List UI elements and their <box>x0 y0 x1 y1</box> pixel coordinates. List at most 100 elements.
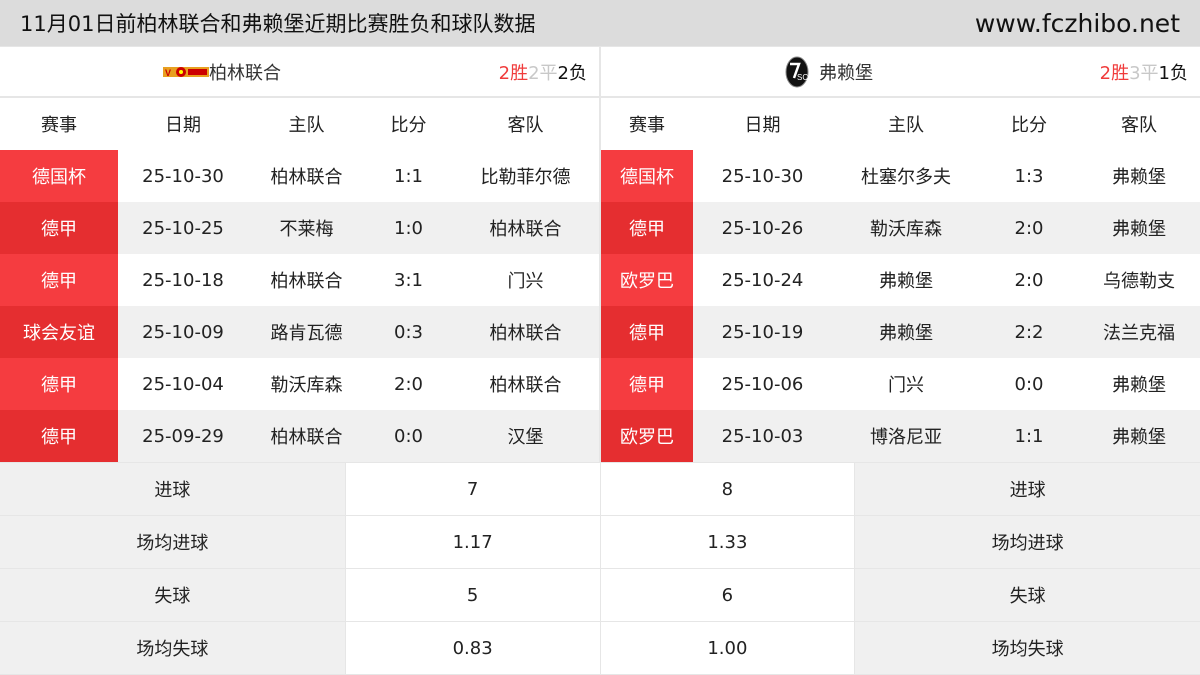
stat-row: 场均失球 0.83 1.00 场均失球 <box>0 622 1200 674</box>
column-header-row: 赛事 日期 主队 比分 客队 <box>0 98 599 150</box>
competition-cell: 球会友谊 <box>0 306 118 358</box>
competition-cell: 德甲 <box>601 306 693 358</box>
title-bar: 11月01日前柏林联合和弗赖堡近期比赛胜负和球队数据 www.fczhibo.n… <box>0 0 1200 46</box>
match-row[interactable]: 德甲 25-10-26 勒沃库森 2:0 弗赖堡 <box>601 202 1200 254</box>
away-team-cell[interactable]: 汉堡 <box>507 427 544 448</box>
match-row[interactable]: 德甲 25-10-18 柏林联合 3:1 门兴 <box>0 254 599 306</box>
score-cell: 2:0 <box>1014 269 1044 291</box>
home-team-cell[interactable]: 柏林联合 <box>270 427 343 448</box>
stat-label: 场均进球 <box>855 516 1200 568</box>
stat-right-value: 1.33 <box>600 516 855 568</box>
stat-label: 场均失球 <box>0 622 345 674</box>
competition-cell: 德甲 <box>0 202 118 254</box>
stat-label: 失球 <box>855 569 1200 621</box>
stat-label: 场均进球 <box>0 516 345 568</box>
home-team-cell[interactable]: 柏林联合 <box>270 167 343 188</box>
team-name[interactable]: 柏林联合 <box>209 62 281 84</box>
home-team-cell[interactable]: 弗赖堡 <box>879 323 933 344</box>
score-cell: 1:0 <box>394 217 423 239</box>
team-name[interactable]: 弗赖堡 <box>819 62 873 84</box>
competition-cell: 德国杯 <box>0 150 118 202</box>
score-cell: 3:1 <box>394 269 423 291</box>
site-url[interactable]: www.fczhibo.net <box>974 8 1180 38</box>
away-team-cell[interactable]: 比勒菲尔德 <box>480 167 571 188</box>
date-cell: 25-10-06 <box>721 373 804 395</box>
date-cell: 25-10-19 <box>721 321 804 343</box>
match-row[interactable]: 欧罗巴 25-10-03 博洛尼亚 1:1 弗赖堡 <box>601 410 1200 462</box>
score-cell: 2:0 <box>1014 217 1044 239</box>
home-team-cell[interactable]: 勒沃库森 <box>870 219 942 240</box>
score-cell: 0:3 <box>394 321 423 343</box>
stat-left-value: 7 <box>345 463 600 515</box>
column-header-home-team: 主队 <box>288 115 325 136</box>
away-team-cell[interactable]: 门兴 <box>507 271 544 292</box>
match-row[interactable]: 德国杯 25-10-30 杜塞尔多夫 1:3 弗赖堡 <box>601 150 1200 202</box>
column-header-competition: 赛事 <box>629 115 665 136</box>
stat-row: 失球 5 6 失球 <box>0 569 1200 621</box>
column-header-away-team: 客队 <box>507 115 544 136</box>
page-title: 11月01日前柏林联合和弗赖堡近期比赛胜负和球队数据 <box>20 12 536 36</box>
match-row[interactable]: 德甲 25-10-25 不莱梅 1:0 柏林联合 <box>0 202 599 254</box>
away-team-cell[interactable]: 柏林联合 <box>489 219 562 240</box>
column-header-date: 日期 <box>744 115 781 136</box>
column-header-away-team: 客队 <box>1121 115 1157 136</box>
column-header-row: 赛事 日期 主队 比分 客队 <box>601 98 1200 150</box>
match-row[interactable]: 球会友谊 25-10-09 路肯瓦德 0:3 柏林联合 <box>0 306 599 358</box>
match-row[interactable]: 德甲 25-10-04 勒沃库森 2:0 柏林联合 <box>0 358 599 410</box>
svg-text:SC: SC <box>797 73 808 82</box>
competition-cell: 德甲 <box>0 254 118 306</box>
home-team-cell[interactable]: 不莱梅 <box>279 219 334 240</box>
away-team-cell[interactable]: 弗赖堡 <box>1112 167 1166 188</box>
match-row[interactable]: 欧罗巴 25-10-24 弗赖堡 2:0 乌德勒支 <box>601 254 1200 306</box>
date-cell: 25-10-25 <box>142 217 224 239</box>
date-cell: 25-10-24 <box>721 269 804 291</box>
home-team-cell[interactable]: 杜塞尔多夫 <box>861 167 951 188</box>
match-row[interactable]: 德甲 25-09-29 柏林联合 0:0 汉堡 <box>0 410 599 462</box>
match-row[interactable]: 德甲 25-10-06 门兴 0:0 弗赖堡 <box>601 358 1200 410</box>
stat-label: 进球 <box>0 463 345 515</box>
home-team-cell[interactable]: 路肯瓦德 <box>270 323 343 344</box>
date-cell: 25-10-18 <box>142 269 224 291</box>
stat-row: 进球 7 8 进球 <box>0 463 1200 515</box>
away-team-cell[interactable]: 法兰克福 <box>1103 323 1175 344</box>
column-header-score: 比分 <box>1011 115 1047 136</box>
stat-right-value: 8 <box>600 463 855 515</box>
score-cell: 1:3 <box>1014 165 1044 187</box>
stat-label: 失球 <box>0 569 345 621</box>
column-header-score: 比分 <box>390 115 427 136</box>
stat-left-value: 1.17 <box>345 516 600 568</box>
away-team-cell[interactable]: 弗赖堡 <box>1112 375 1166 396</box>
score-cell: 2:0 <box>394 373 423 395</box>
competition-cell: 德甲 <box>601 358 693 410</box>
team-record: 2胜3平1负 <box>1099 62 1188 84</box>
competition-cell: 德甲 <box>0 358 118 410</box>
competition-cell: 德甲 <box>0 410 118 462</box>
away-team-cell[interactable]: 弗赖堡 <box>1112 427 1166 448</box>
home-team-cell[interactable]: 博洛尼亚 <box>870 427 942 448</box>
away-team-cell[interactable]: 柏林联合 <box>489 375 562 396</box>
match-row[interactable]: 德国杯 25-10-30 柏林联合 1:1 比勒菲尔德 <box>0 150 599 202</box>
column-header-competition: 赛事 <box>41 115 77 136</box>
team-header: V 柏林联合 2胜2平2负 <box>0 47 599 98</box>
competition-cell: 德国杯 <box>601 150 693 202</box>
home-team-cell[interactable]: 柏林联合 <box>270 271 343 292</box>
team-header: SC 弗赖堡 2胜3平1负 <box>601 47 1200 98</box>
away-team-cell[interactable]: 弗赖堡 <box>1112 219 1166 240</box>
stats-table: 进球 7 8 进球 场均进球 1.17 1.33 场均进球 失球 5 6 失球 … <box>0 463 1200 675</box>
home-team-cell[interactable]: 门兴 <box>888 375 924 396</box>
away-team-cell[interactable]: 乌德勒支 <box>1103 271 1175 292</box>
score-cell: 1:1 <box>394 165 423 187</box>
competition-cell: 欧罗巴 <box>601 254 693 306</box>
score-cell: 1:1 <box>1014 425 1044 447</box>
score-cell: 0:0 <box>394 425 423 447</box>
stat-label: 场均失球 <box>855 622 1200 674</box>
team-record: 2胜2平2负 <box>498 62 587 84</box>
away-team-cell[interactable]: 柏林联合 <box>489 323 562 344</box>
home-team-cell[interactable]: 弗赖堡 <box>879 271 933 292</box>
home-team-cell[interactable]: 勒沃库森 <box>270 375 343 396</box>
stat-left-value: 0.83 <box>345 622 600 674</box>
stat-right-value: 1.00 <box>600 622 855 674</box>
score-cell: 2:2 <box>1014 321 1044 343</box>
match-row[interactable]: 德甲 25-10-19 弗赖堡 2:2 法兰克福 <box>601 306 1200 358</box>
date-cell: 25-09-29 <box>142 425 224 447</box>
